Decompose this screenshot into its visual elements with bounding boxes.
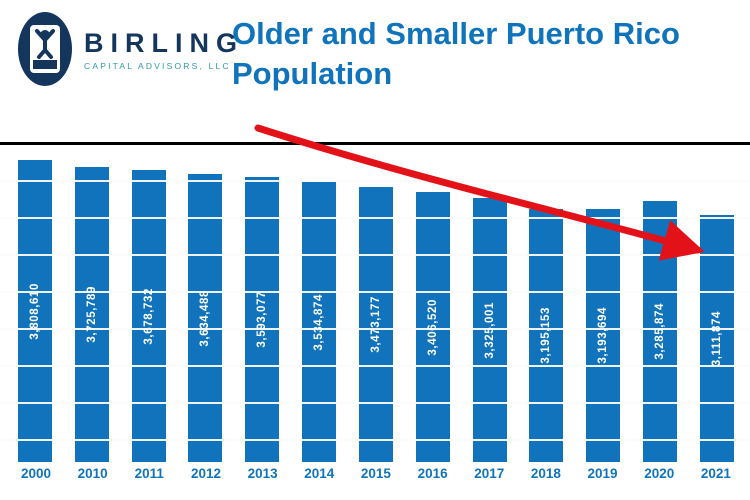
population-bar: 3,678,732 <box>131 170 166 462</box>
x-axis-year-label: 2020 <box>644 466 675 481</box>
x-axis-year-label: 2015 <box>360 466 391 481</box>
x-axis-year-label: 2018 <box>530 466 561 481</box>
x-axis-year-label: 2013 <box>247 466 278 481</box>
bar-value-label: 3,634,488 <box>199 289 212 347</box>
bar-value-label: 3,725,789 <box>85 286 98 343</box>
x-axis-year-label: 2017 <box>474 466 505 481</box>
bar-value-label: 3,808,610 <box>29 282 41 340</box>
bar-value-label: 3,678,732 <box>142 287 155 345</box>
population-bar: 3,285,874 <box>643 201 678 462</box>
logo-subtitle: CAPITAL ADVISORS, LLC <box>84 60 231 71</box>
bar-value-label: 3,406,520 <box>426 298 439 356</box>
x-axis-year-label: 2000 <box>20 466 52 481</box>
birling-logo-icon <box>18 12 72 86</box>
population-bar: 3,473,177 <box>358 187 393 462</box>
bar-value-label: 3,534,874 <box>313 293 326 351</box>
bar-value-label: 3,593,077 <box>256 291 269 348</box>
x-axis-year-label: 2014 <box>304 466 335 481</box>
x-axis-year-label: 2010 <box>77 466 108 481</box>
x-axis-year-label: 2012 <box>190 466 221 481</box>
bar-chart: 3,808,610 3,725,789 3,678,732 3,634,488 3,59… <box>0 145 750 462</box>
years-row: 2000 2010 2011 2012 2013 2014 2015 2016 2017 2018… <box>0 466 750 481</box>
bar-value-label: 3,193,694 <box>597 307 610 364</box>
bar-value-label: 3,285,874 <box>654 303 667 360</box>
population-bar: 3,593,077 <box>245 177 280 462</box>
population-bar: 3,808,610 <box>18 160 52 462</box>
chart-title: Older and Smaller Puerto Rico Population <box>232 16 680 92</box>
population-bar: 3,325,001 <box>472 198 507 462</box>
population-bar: 3,406,520 <box>415 192 450 462</box>
bar-value-label: 3,111,874 <box>710 310 723 367</box>
bars-row: 3,808,610 3,725,789 3,678,732 3,634,488 3,59… <box>0 145 750 462</box>
bar-value-label: 3,195,153 <box>540 307 553 364</box>
bar-value-label: 3,473,177 <box>369 296 382 353</box>
logo-brand-name: BIRLING <box>84 27 244 58</box>
logo-text: BIRLING CAPITAL ADVISORS, LLC <box>84 28 244 71</box>
population-bar: 3,195,153 <box>529 209 564 462</box>
population-bar: 3,111,874 <box>699 215 734 462</box>
population-bar: 3,634,488 <box>188 174 223 462</box>
population-bar: 3,725,789 <box>74 167 109 462</box>
x-axis-year-label: 2021 <box>700 466 731 481</box>
x-axis-year-label: 2016 <box>417 466 448 481</box>
population-bar: 3,534,874 <box>302 182 337 462</box>
birling-logo: BIRLING CAPITAL ADVISORS, LLC <box>16 10 244 88</box>
header: BIRLING CAPITAL ADVISORS, LLC Older and … <box>0 0 750 142</box>
x-axis-year-label: 2011 <box>134 466 164 481</box>
population-bar: 3,193,694 <box>586 209 621 462</box>
x-axis-year-label: 2019 <box>587 466 618 481</box>
bar-value-label: 3,325,001 <box>483 301 496 359</box>
